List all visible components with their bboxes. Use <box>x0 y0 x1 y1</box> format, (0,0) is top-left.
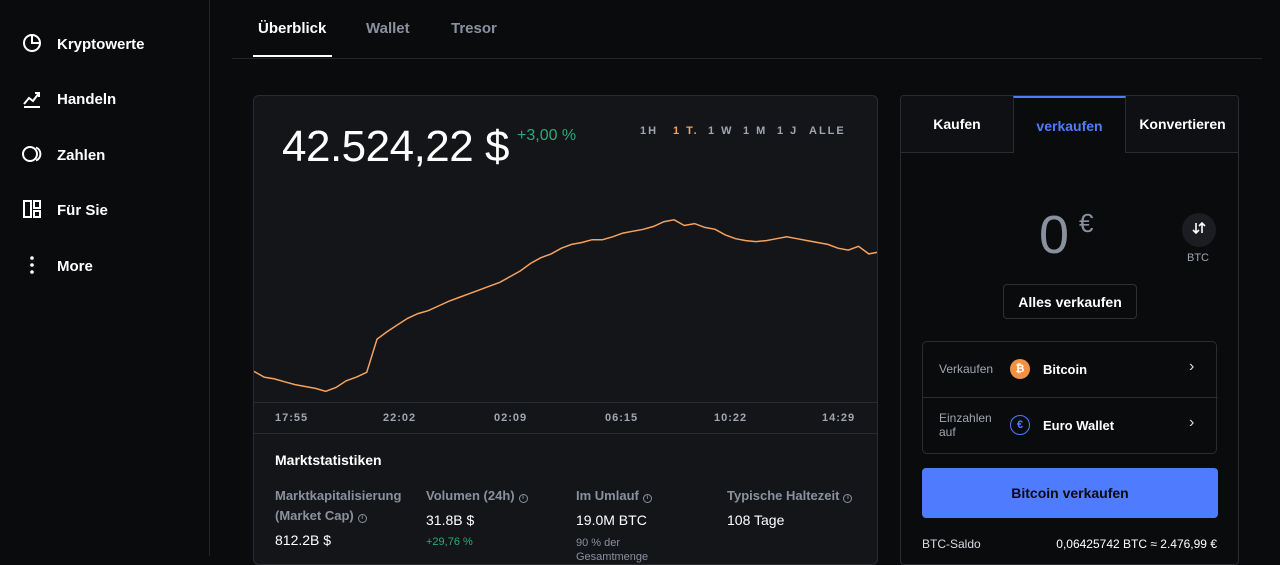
stat-sub-circulating: 90 % der Gesamtmenge <box>576 537 649 563</box>
sidebar-item-label: Kryptowerte <box>57 36 145 53</box>
trend-chart-icon <box>22 88 42 113</box>
tab-tresor[interactable]: Tresor <box>451 20 497 37</box>
x-tick-label: 06:15 <box>605 412 639 424</box>
sidebar-item-kryptowerte[interactable]: Kryptowerte <box>22 33 145 58</box>
stat-label-text: Typische Haltezeit <box>727 488 840 503</box>
pay-circle-icon <box>22 144 42 169</box>
trade-panel: Kaufen verkaufen Konvertieren 0 € BTC Al… <box>900 95 1239 565</box>
balance-value: 0,06425742 BTC ≈ 2.476,99 € <box>1056 537 1217 551</box>
sidebar-item-label: Handeln <box>57 91 117 108</box>
swap-currency-label: BTC <box>1187 252 1209 264</box>
chevron-right-icon: › <box>1189 414 1195 431</box>
info-icon[interactable]: i <box>518 494 528 503</box>
x-tick-label: 17:55 <box>275 412 309 424</box>
row-divider <box>923 397 1218 398</box>
stat-label-holding: Typische Haltezeit i <box>727 486 853 506</box>
sidebar-item-zahlen[interactable]: Zahlen <box>22 144 105 169</box>
stat-label-market-cap: Marktkapitalisierung (Market Cap) i <box>275 486 415 526</box>
stat-label-text: Im Umlauf <box>576 488 639 503</box>
range-1h[interactable]: 1H <box>640 125 659 137</box>
stat-value-holding: 108 Tage <box>727 512 785 528</box>
range-alle[interactable]: ALLE <box>809 125 846 137</box>
sell-all-button[interactable]: Alles verkaufen <box>1003 284 1137 319</box>
sidebar-item-label: Zahlen <box>57 147 106 164</box>
stats-title: Marktstatistiken <box>275 452 382 468</box>
range-1j[interactable]: 1 J <box>777 125 799 137</box>
info-icon[interactable]: i <box>642 494 652 503</box>
sidebar-item-handeln[interactable]: Handeln <box>22 88 116 113</box>
x-tick-label: 10:22 <box>714 412 748 424</box>
tab-konvertieren[interactable]: Konvertieren <box>1126 96 1238 153</box>
range-1w[interactable]: 1 W <box>708 125 734 137</box>
tab-verkaufen[interactable]: verkaufen <box>1013 96 1126 153</box>
current-price: 42.524,22 $ <box>282 122 509 171</box>
sell-asset-row[interactable]: Verkaufen ₿ Bitcoin › <box>923 342 1218 397</box>
active-tab-indicator <box>253 55 332 57</box>
swap-arrows-icon <box>1191 220 1207 241</box>
row-label: Verkaufen <box>939 362 994 376</box>
more-vertical-icon <box>22 255 42 280</box>
top-tabs: Überblick Wallet Tresor <box>232 0 1262 59</box>
price-line <box>254 219 877 393</box>
swap-currency-button[interactable] <box>1182 213 1216 247</box>
stat-value-volume: 31.8B $ <box>426 512 475 528</box>
stat-label-volume: Volumen (24h) i <box>426 486 528 506</box>
tab-kaufen[interactable]: Kaufen <box>901 96 1013 153</box>
trade-details-box: Verkaufen ₿ Bitcoin › Einzahlen auf € Eu… <box>922 341 1218 454</box>
stat-label-circulating: Im Umlauf i <box>576 486 652 506</box>
range-1m[interactable]: 1 M <box>743 125 768 137</box>
chevron-right-icon: › <box>1189 358 1195 375</box>
stat-value-circulating: 19.0M BTC <box>576 512 647 528</box>
sidebar-item-fuer-sie[interactable]: Für Sie <box>22 199 108 224</box>
x-tick-label: 22:02 <box>383 412 417 424</box>
sidebar-item-label: Für Sie <box>57 202 108 219</box>
price-line-chart <box>254 219 877 393</box>
layout-grid-icon <box>22 199 42 224</box>
sell-bitcoin-button[interactable]: Bitcoin verkaufen <box>922 468 1218 518</box>
tab-wallet[interactable]: Wallet <box>366 20 410 37</box>
stat-value-market-cap: 812.2B $ <box>275 532 332 548</box>
price-change: +3,00 % <box>517 127 577 144</box>
range-1t[interactable]: 1 T. <box>673 125 699 137</box>
row-value: Bitcoin <box>1043 362 1088 377</box>
x-tick-label: 14:29 <box>822 412 856 424</box>
deposit-target-row[interactable]: Einzahlen auf € Euro Wallet › <box>923 398 1218 453</box>
tab-ueberblick[interactable]: Überblick <box>258 20 327 37</box>
stats-divider <box>254 433 877 434</box>
sidebar: Kryptowerte Handeln Zahlen Für Sie More <box>0 0 210 556</box>
sidebar-item-label: More <box>57 258 93 275</box>
stat-label-text: Marktkapitalisierung (Market Cap) <box>275 488 402 523</box>
info-icon[interactable]: i <box>357 514 367 523</box>
balance-label: BTC-Saldo <box>922 537 981 551</box>
amount-currency: € <box>1079 208 1094 238</box>
x-tick-label: 02:09 <box>494 412 528 424</box>
row-label: Einzahlen auf <box>939 411 992 439</box>
pie-chart-icon <box>22 33 42 58</box>
euro-icon: € <box>1010 415 1030 435</box>
row-value: Euro Wallet <box>1043 418 1115 433</box>
price-chart-card: 42.524,22 $ +3,00 % 1H 1 T. 1 W 1 M 1 J … <box>253 95 878 565</box>
stat-sub-volume: +29,76 % <box>426 536 473 548</box>
stat-label-text: Volumen (24h) <box>426 488 515 503</box>
x-axis-line <box>254 402 877 403</box>
bitcoin-icon: ₿ <box>1010 359 1030 379</box>
amount-value[interactable]: 0 <box>1039 205 1070 265</box>
sidebar-item-more[interactable]: More <box>22 255 93 280</box>
info-icon[interactable]: i <box>843 494 853 503</box>
